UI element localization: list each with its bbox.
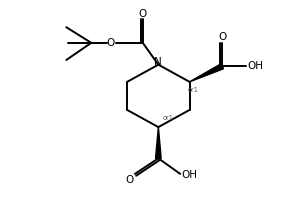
- Text: or1: or1: [187, 87, 198, 93]
- Text: O: O: [125, 174, 134, 185]
- Polygon shape: [190, 64, 224, 82]
- Text: OH: OH: [181, 170, 198, 180]
- Text: OH: OH: [247, 61, 263, 71]
- Text: O: O: [106, 38, 115, 48]
- Text: O: O: [218, 32, 226, 42]
- Text: O: O: [139, 9, 147, 19]
- Text: or1: or1: [162, 115, 173, 121]
- Polygon shape: [156, 127, 161, 158]
- Text: N: N: [154, 57, 162, 67]
